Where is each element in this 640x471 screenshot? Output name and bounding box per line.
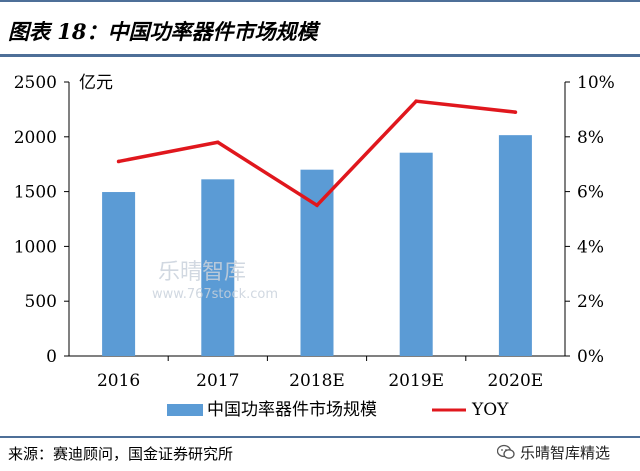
bar xyxy=(102,192,136,356)
right-tick-label: 2% xyxy=(577,292,604,312)
watermark-url: www.767stock.com xyxy=(152,287,279,302)
right-tick-label: 8% xyxy=(577,128,604,148)
bar xyxy=(201,179,235,356)
yoy-point xyxy=(116,159,121,164)
bottom-rule xyxy=(0,436,640,438)
wechat-icon xyxy=(497,444,515,459)
legend-swatch-bar xyxy=(167,404,203,416)
yoy-point xyxy=(513,110,518,114)
x-tick-label: 2017 xyxy=(196,371,239,391)
bar xyxy=(498,135,532,356)
x-tick-label: 2019E xyxy=(388,371,444,391)
yoy-point xyxy=(216,140,220,145)
right-tick-label: 6% xyxy=(577,183,604,203)
left-axis-unit: 亿元 xyxy=(79,73,113,93)
legend-label-bar: 中国功率器件市场规模 xyxy=(207,400,377,420)
x-tick-label: 2016 xyxy=(97,371,140,391)
x-tick-label: 2020E xyxy=(488,371,544,391)
chart: 0 500 1000 1500 2000 2500 0% 2% 4% 6% 8% 10% 2016 201… xyxy=(14,73,615,420)
top-rule xyxy=(0,0,640,2)
right-tick-label: 0% xyxy=(577,347,604,367)
left-tick-label: 2500 xyxy=(14,73,57,93)
left-tick-label: 1000 xyxy=(14,237,57,257)
left-tick-label: 500 xyxy=(25,292,57,312)
source-note: 来源：赛迪顾问，国金证券研究所 xyxy=(8,445,234,463)
brand-label: 乐晴智库精选 xyxy=(520,444,611,462)
left-tick-label: 0 xyxy=(46,347,57,367)
legend-label-line: YOY xyxy=(471,400,509,420)
bar xyxy=(300,169,334,356)
yoy-point xyxy=(315,203,319,208)
watermark-text: 乐晴智库 xyxy=(158,260,247,285)
right-tick-label: 10% xyxy=(577,73,615,93)
bar xyxy=(399,152,433,356)
left-tick-label: 1500 xyxy=(14,183,57,203)
yoy-point xyxy=(414,99,419,103)
left-tick-label: 2000 xyxy=(14,128,57,148)
figure-title: 图表 18：中国功率器件市场规模 xyxy=(8,19,318,44)
x-tick-label: 2018E xyxy=(289,371,345,391)
right-tick-label: 4% xyxy=(577,237,604,257)
title-rule xyxy=(0,54,640,57)
